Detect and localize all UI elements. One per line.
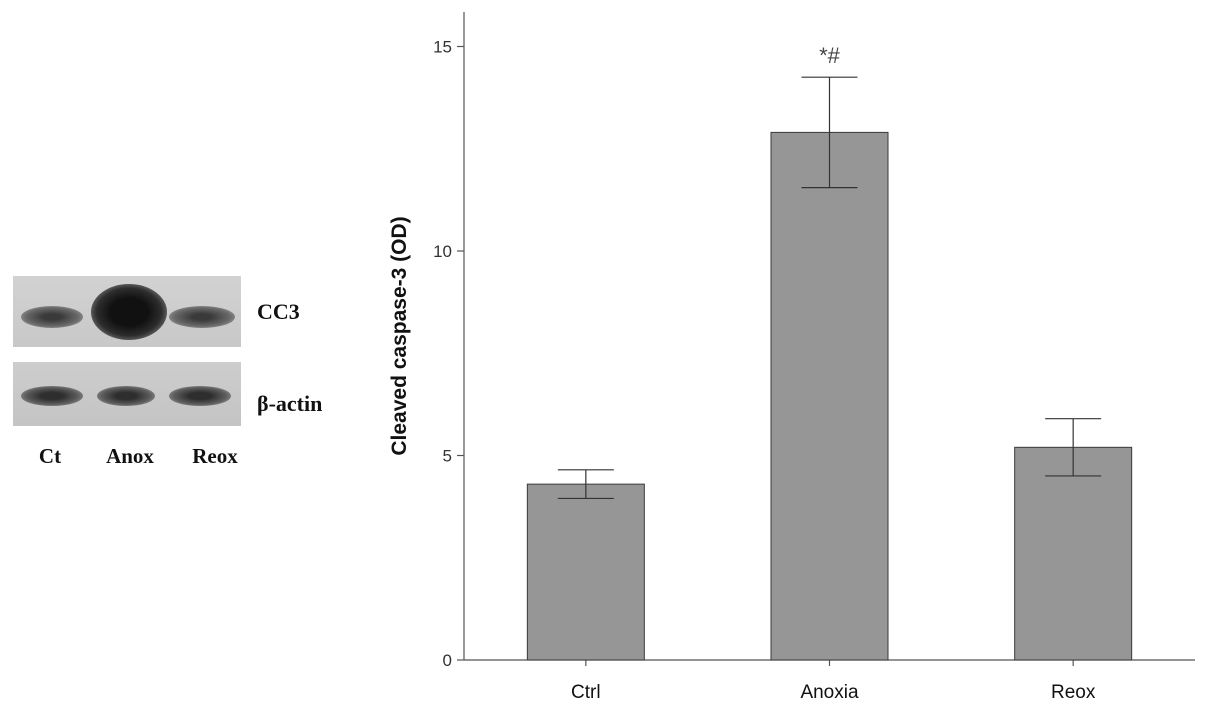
y-tick-label: 5	[443, 447, 452, 466]
lane-label-reox: Reox	[192, 444, 238, 468]
y-tick-label: 0	[443, 651, 452, 670]
bar-chart: 0 5 10 15 Cleaved caspase-3 (OD) Ctrl Anoxia *#…	[370, 0, 1205, 712]
y-axis-title: Cleaved caspase-3 (OD)	[388, 216, 411, 455]
y-tick-label: 15	[433, 38, 452, 57]
blot-band-actin-anox	[97, 386, 155, 406]
blot-band-actin-ct	[21, 386, 83, 406]
western-blot-panel: CC3 β-actin Ct Anox Reox	[0, 0, 370, 712]
y-tick-label: 10	[433, 242, 452, 261]
bar-chart-svg: 0 5 10 15 Cleaved caspase-3 (OD) Ctrl Anoxia *#…	[388, 12, 1195, 704]
blot-strip-actin	[13, 362, 241, 426]
bar-ctrl	[526, 483, 645, 661]
significance-annotation: *#	[819, 43, 841, 68]
band-label-actin: β-actin	[257, 391, 323, 416]
blot-band-cc3-ct	[21, 306, 83, 328]
x-tick-label: Reox	[1051, 682, 1096, 703]
blot-band-cc3-reox	[169, 306, 235, 328]
x-tick-label: Ctrl	[571, 682, 601, 703]
chart-error-bars	[557, 76, 1102, 500]
x-tick-label: Anoxia	[800, 682, 859, 703]
chart-bars	[526, 131, 1133, 661]
blot-band-actin-reox	[169, 386, 231, 406]
bar-anoxia	[770, 131, 889, 661]
band-label-cc3: CC3	[257, 299, 300, 324]
bar-reox	[1014, 446, 1133, 661]
blot-strip-cc3	[13, 276, 241, 347]
chart-labels: 0 5 10 15 Cleaved caspase-3 (OD) Ctrl Anoxia *#…	[388, 38, 1096, 704]
lane-label-anox: Anox	[106, 444, 154, 468]
blot-band-cc3-anox	[91, 284, 167, 340]
lane-label-ct: Ct	[38, 444, 62, 468]
